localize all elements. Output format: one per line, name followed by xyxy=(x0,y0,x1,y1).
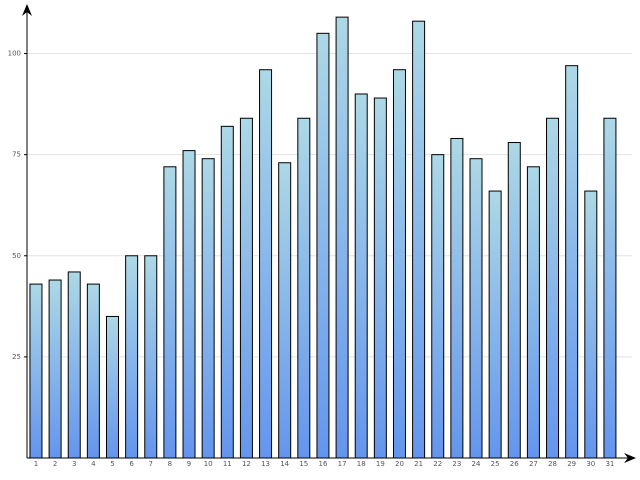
bar xyxy=(201,158,215,459)
bar xyxy=(67,271,81,459)
bar xyxy=(373,97,387,459)
y-tick-label: 100 xyxy=(8,50,21,58)
x-tick-label: 25 xyxy=(491,460,500,468)
bar xyxy=(354,93,368,459)
x-tick-label: 24 xyxy=(472,460,481,468)
bar xyxy=(163,166,177,459)
bar xyxy=(297,117,311,459)
x-axis-arrow xyxy=(624,453,636,463)
x-tick-label: 14 xyxy=(280,460,289,468)
bar xyxy=(392,69,406,459)
x-tick-label: 18 xyxy=(357,460,366,468)
bar xyxy=(316,32,330,459)
bar xyxy=(220,125,234,459)
bar xyxy=(507,142,521,459)
x-tick-label: 27 xyxy=(529,460,538,468)
bar xyxy=(565,65,579,459)
bar xyxy=(182,150,196,459)
bar xyxy=(526,166,540,459)
bar xyxy=(431,154,445,459)
x-tick-label: 3 xyxy=(72,460,76,468)
x-tick-label: 6 xyxy=(129,460,134,468)
x-tick-label: 19 xyxy=(376,460,385,468)
x-tick-label: 8 xyxy=(168,460,172,468)
bar xyxy=(239,117,253,459)
bar xyxy=(29,283,43,459)
x-tick-label: 31 xyxy=(605,460,614,468)
x-tick-label: 9 xyxy=(187,460,191,468)
bar xyxy=(125,255,139,459)
x-tick-label: 11 xyxy=(223,460,232,468)
x-tick-label: 12 xyxy=(242,460,251,468)
bar xyxy=(259,69,273,459)
x-tick-label: 23 xyxy=(452,460,461,468)
bar xyxy=(144,255,158,459)
x-tick-label: 7 xyxy=(149,460,153,468)
x-tick-label: 29 xyxy=(567,460,576,468)
bar xyxy=(469,158,483,459)
x-tick-label: 10 xyxy=(204,460,213,468)
y-axis-arrow xyxy=(22,4,32,16)
bar xyxy=(278,162,292,459)
bar xyxy=(86,283,100,459)
bar xyxy=(488,190,502,459)
x-tick-label: 13 xyxy=(261,460,270,468)
x-tick-label: 30 xyxy=(586,460,595,468)
x-tick-label: 22 xyxy=(433,460,442,468)
x-tick-label: 28 xyxy=(548,460,557,468)
x-tick-label: 2 xyxy=(53,460,57,468)
bar xyxy=(603,117,617,459)
bar xyxy=(412,20,426,459)
x-tick-label: 5 xyxy=(110,460,114,468)
y-tick-label: 25 xyxy=(12,353,21,361)
y-tick-label: 50 xyxy=(12,252,21,260)
x-tick-label: 26 xyxy=(510,460,519,468)
x-tick-label: 15 xyxy=(299,460,308,468)
x-tick-label: 21 xyxy=(414,460,423,468)
x-tick-label: 16 xyxy=(318,460,327,468)
bar xyxy=(105,315,119,459)
bar xyxy=(48,279,62,459)
x-tick-label: 4 xyxy=(91,460,96,468)
x-tick-label: 1 xyxy=(34,460,38,468)
bar xyxy=(546,117,560,459)
bar xyxy=(450,137,464,459)
bar xyxy=(335,16,349,459)
bar xyxy=(584,190,598,459)
x-tick-label: 20 xyxy=(395,460,404,468)
y-tick-label: 75 xyxy=(12,151,21,159)
x-tick-label: 17 xyxy=(338,460,347,468)
